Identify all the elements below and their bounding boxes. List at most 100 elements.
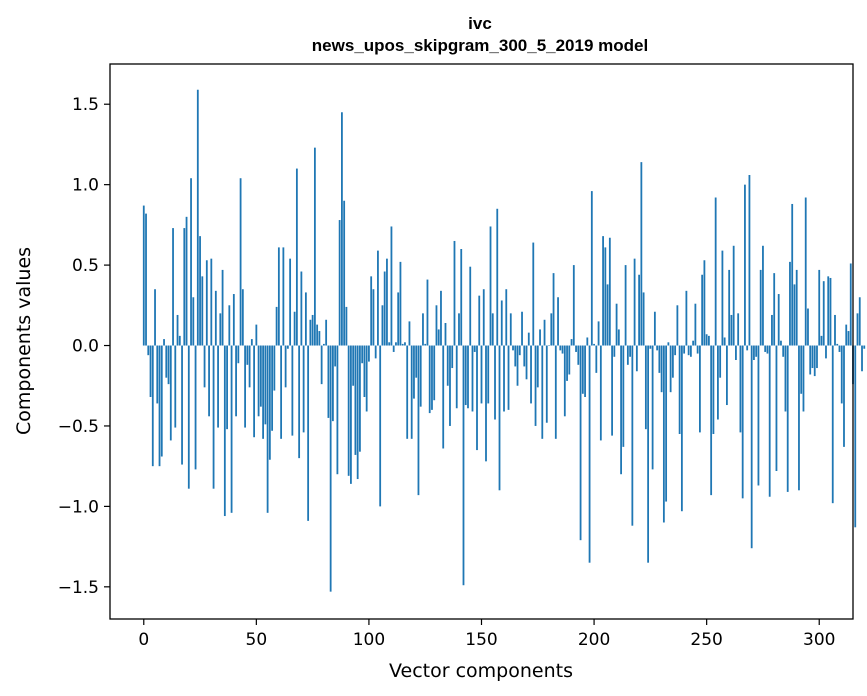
bar-component-171 — [527, 332, 530, 346]
bar-component-27 — [203, 345, 206, 388]
bar-component-32 — [214, 290, 217, 346]
bar-component-150 — [480, 345, 483, 404]
bar-component-110 — [390, 226, 393, 346]
bar-component-72 — [304, 292, 307, 346]
bar-component-269 — [748, 175, 751, 346]
bar-component-281 — [775, 345, 778, 471]
bar-component-13 — [172, 228, 174, 346]
bar-component-157 — [496, 208, 499, 346]
bar-component-291 — [798, 345, 800, 491]
bar-component-33 — [217, 345, 219, 428]
bar-component-135 — [446, 345, 449, 386]
bar-component-148 — [476, 345, 478, 451]
bar-component-225 — [649, 345, 652, 349]
bar-component-260 — [728, 269, 731, 346]
bar-component-177 — [541, 345, 544, 439]
bar-component-49 — [253, 345, 255, 438]
bar-component-37 — [226, 345, 228, 430]
bar-component-312 — [845, 324, 848, 346]
bar-component-119 — [410, 345, 413, 439]
bar-component-90 — [345, 306, 348, 346]
bar-component-47 — [248, 345, 251, 388]
bar-component-230 — [660, 345, 663, 393]
bar-component-159 — [500, 300, 503, 346]
bar-component-233 — [667, 342, 670, 346]
bar-component-194 — [579, 345, 582, 541]
bar-component-216 — [629, 345, 631, 357]
bar-component-192 — [575, 345, 577, 352]
bar-component-316 — [854, 345, 857, 528]
bar-component-276 — [764, 345, 767, 352]
bar-component-306 — [831, 345, 834, 504]
bar-component-41 — [235, 345, 237, 417]
bar-component-56 — [268, 345, 271, 460]
bar-component-4 — [151, 345, 154, 467]
x-tick-label: 50 — [246, 630, 268, 650]
bar-component-195 — [581, 345, 584, 394]
bar-component-205 — [604, 247, 607, 346]
bar-component-6 — [156, 345, 159, 404]
bar-component-250 — [705, 334, 708, 346]
bar-component-310 — [840, 345, 843, 404]
bar-component-139 — [455, 345, 458, 409]
bar-component-10 — [165, 345, 168, 378]
bar-component-74 — [309, 319, 312, 346]
bar-component-285 — [784, 345, 787, 412]
bar-component-176 — [539, 329, 541, 346]
bar-component-5 — [154, 289, 156, 346]
bar-component-31 — [212, 345, 215, 489]
bar-component-108 — [386, 258, 388, 346]
bar-component-107 — [383, 271, 386, 346]
bar-component-191 — [572, 265, 575, 346]
bar-component-71 — [302, 345, 305, 433]
bar-component-280 — [773, 273, 776, 346]
bar-component-320 — [863, 345, 866, 349]
bar-component-68 — [295, 168, 298, 346]
bar-component-209 — [613, 345, 616, 357]
bar-component-238 — [678, 345, 681, 434]
bar-component-29 — [208, 345, 210, 417]
bar-component-128 — [431, 345, 433, 410]
bar-component-149 — [478, 295, 481, 346]
bar-component-153 — [487, 345, 490, 404]
bar-component-224 — [647, 345, 650, 563]
bar-component-318 — [858, 297, 861, 346]
bar-component-81 — [325, 319, 328, 346]
bar-component-257 — [721, 250, 724, 346]
bar-component-51 — [257, 345, 260, 417]
bar-component-123 — [419, 345, 422, 407]
bar-component-65 — [289, 258, 292, 346]
bar-component-266 — [741, 345, 744, 499]
bar-component-88 — [341, 112, 343, 346]
bar-component-204 — [602, 236, 604, 346]
bar-component-99 — [365, 345, 368, 412]
bar-component-215 — [626, 345, 629, 365]
bar-component-97 — [361, 345, 364, 364]
bar-series — [142, 89, 866, 592]
bar-component-319 — [861, 345, 863, 372]
bar-component-256 — [719, 345, 722, 378]
bar-component-211 — [617, 329, 620, 346]
bar-component-201 — [595, 345, 598, 373]
bar-component-92 — [350, 345, 352, 484]
bar-component-55 — [266, 345, 269, 513]
bar-component-199 — [590, 191, 593, 346]
y-axis-ticks: −1.5 −1.0 −0.5 0.0 0.5 1.0 1.5 — [58, 95, 110, 598]
bar-component-300 — [818, 269, 821, 346]
bar-component-213 — [622, 345, 625, 447]
y-axis-label: Components values — [13, 247, 35, 435]
bar-component-302 — [822, 281, 825, 346]
y-tick-label: 1.0 — [72, 176, 99, 196]
bar-component-232 — [665, 345, 668, 502]
bar-component-220 — [638, 274, 641, 346]
bar-component-158 — [498, 345, 501, 491]
y-tick-label: 0.5 — [72, 256, 99, 276]
bar-component-9 — [163, 339, 165, 346]
bar-component-154 — [489, 226, 492, 346]
bar-component-96 — [359, 345, 361, 452]
bar-component-1 — [145, 213, 147, 346]
bar-component-286 — [786, 345, 789, 492]
bar-component-253 — [712, 345, 715, 434]
bar-component-84 — [332, 345, 334, 422]
